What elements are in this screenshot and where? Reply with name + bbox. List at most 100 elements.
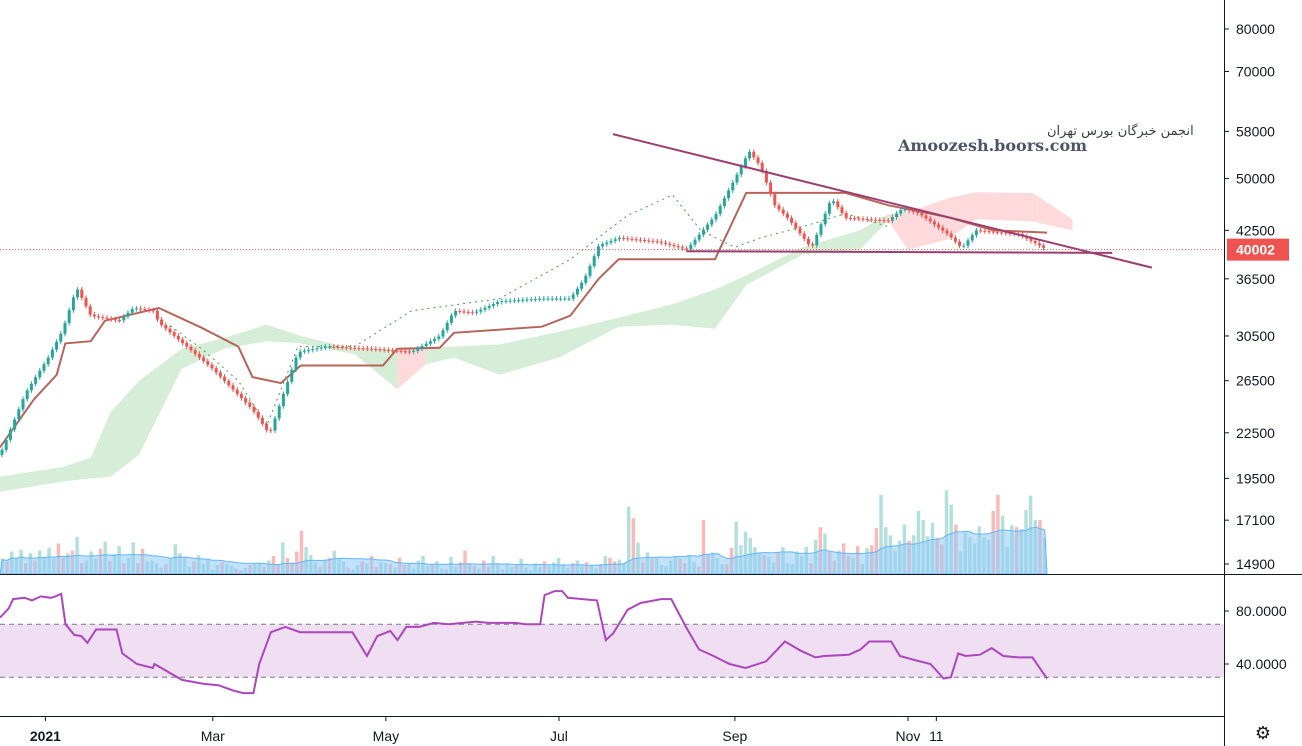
candle-body [890, 217, 894, 221]
candle-body [76, 289, 80, 298]
candle-body [172, 332, 176, 336]
candle-body [214, 368, 218, 373]
time-tick-label: Sep [722, 728, 747, 744]
candle-body [151, 310, 155, 312]
rsi-axis[interactable]: 80.0000 40.0000 [1224, 603, 1287, 672]
candle-body [1033, 240, 1037, 244]
candle-body [29, 383, 33, 391]
candle-body [525, 299, 529, 301]
candle-body [592, 256, 596, 266]
candle-body [676, 246, 680, 248]
time-tick-label: Nov [896, 728, 921, 744]
candle-body [1029, 238, 1033, 241]
candle-body [252, 406, 256, 412]
horizontal-support-line[interactable] [686, 250, 1113, 254]
candle-body [554, 298, 558, 300]
candle-body [571, 294, 575, 299]
candle-body [88, 306, 92, 315]
cloud-segment [976, 192, 1033, 222]
price-axis[interactable]: 80000 70000 58000 50000 42500 36500 30500 26500… [1224, 21, 1275, 572]
candle-body [697, 234, 701, 240]
price-pane[interactable]: انجمن خبرگان بورس تهران Amoozesh.boors.c… [0, 123, 1224, 574]
candle-body [790, 217, 794, 223]
candle-body [886, 220, 890, 222]
time-tick-label: 11 [929, 728, 944, 744]
cloud-segment [425, 346, 454, 365]
candle-body [874, 219, 878, 221]
candle-body [643, 240, 647, 242]
candle-body [260, 417, 264, 424]
cloud-segment [0, 467, 63, 492]
candle-body [668, 243, 672, 245]
candle-body [160, 319, 164, 325]
candle-body [882, 220, 886, 222]
candle-body [386, 349, 390, 351]
candle-body [441, 330, 445, 337]
candle-body [714, 213, 718, 220]
candle-body [941, 227, 945, 231]
candle-body [466, 311, 470, 313]
candle-body [764, 171, 768, 183]
candle-body [4, 439, 8, 450]
rsi-pane[interactable] [0, 590, 1224, 695]
candle-body [302, 350, 306, 352]
candle-body [370, 348, 374, 350]
candle-body [819, 224, 823, 235]
candle-body [752, 151, 756, 158]
candle-body [848, 217, 852, 219]
candle-body [596, 246, 600, 257]
candle-body [336, 346, 340, 348]
cloud-segment [1032, 192, 1073, 231]
candle-body [785, 213, 789, 218]
candle-body [995, 231, 999, 233]
candle-body [932, 221, 936, 225]
candle-body [823, 213, 827, 225]
candle-body [647, 240, 651, 242]
candle-body [424, 343, 428, 347]
candle-body [601, 244, 605, 247]
volume-bar [463, 550, 467, 574]
candle-body [80, 289, 84, 298]
candle-body [59, 333, 63, 342]
candle-body [420, 346, 424, 349]
candle-body [365, 348, 369, 350]
candle-body [781, 209, 785, 214]
candle-body [323, 346, 327, 348]
gear-icon[interactable]: ⚙ [1254, 723, 1272, 744]
candle-body [407, 351, 411, 353]
cloud-segment [110, 380, 140, 477]
candle-body [542, 298, 546, 300]
candle-body [617, 238, 621, 240]
candle-body [928, 218, 932, 222]
cloud-segment [907, 198, 948, 250]
candle-body [701, 229, 705, 235]
candle-body [983, 230, 987, 232]
candle-body [55, 341, 59, 350]
candle-body [181, 339, 185, 344]
candle-body [974, 230, 978, 236]
candle-body [559, 298, 563, 300]
candle-body [269, 429, 273, 431]
rsi-line [0, 590, 1048, 695]
candle-body [962, 245, 966, 247]
candle-body [861, 218, 865, 220]
candle-body [1004, 232, 1008, 234]
time-axis[interactable]: 2021 Mar May Jul Sep Nov 11 [30, 716, 944, 744]
candle-body [1000, 232, 1004, 234]
candle-body [13, 419, 17, 430]
candle-body [428, 341, 432, 344]
descending-trend-line[interactable] [612, 133, 1153, 269]
candle-body [491, 304, 495, 306]
time-tick-label: May [373, 728, 399, 744]
candle-body [227, 381, 231, 386]
candle-body [265, 423, 269, 430]
candle-body [239, 393, 243, 399]
candle-body [1037, 243, 1041, 246]
candle-body [361, 348, 365, 350]
volume-bar [281, 542, 285, 574]
cloud-segment [62, 457, 91, 482]
price-tick-label: 70000 [1236, 64, 1275, 80]
candle-body [911, 210, 915, 212]
candle-body [517, 300, 521, 302]
